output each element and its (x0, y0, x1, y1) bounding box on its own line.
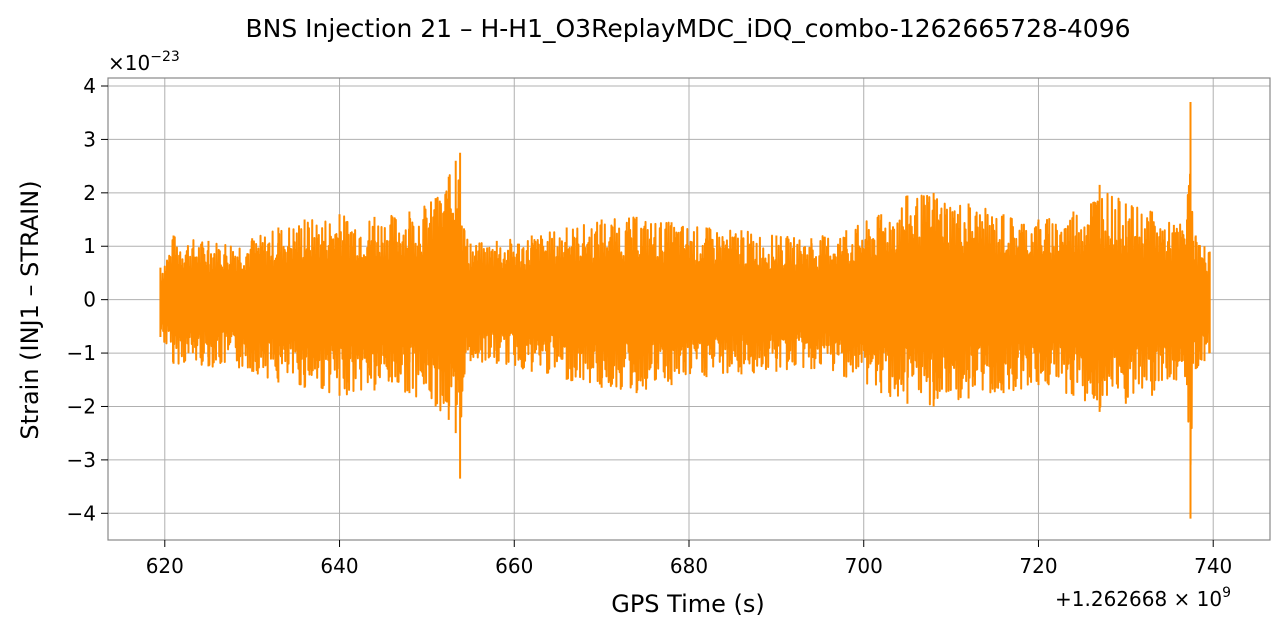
y-tick-label: 1 (83, 234, 96, 258)
y-tick-label: 3 (83, 127, 96, 151)
y-axis-title: Strain (INJ1 – STRAIN) (16, 180, 44, 439)
y-ticks: −4 −3 −2 −1 0 1 2 3 4 (67, 74, 108, 525)
x-tick-label: 660 (495, 554, 533, 578)
y-tick-label: 4 (83, 74, 96, 98)
y-multiplier-label: ×10−23 (108, 49, 180, 75)
x-ticks: 620 640 660 680 700 720 740 (146, 540, 1232, 578)
strain-series-line (159, 102, 1211, 519)
y-tick-label: −4 (67, 501, 96, 525)
x-tick-label: 640 (320, 554, 358, 578)
x-tick-label: 680 (670, 554, 708, 578)
y-tick-label: −3 (67, 448, 96, 472)
y-tick-label: −2 (67, 394, 96, 418)
x-tick-label: 740 (1194, 554, 1232, 578)
y-tick-label: 2 (83, 181, 96, 205)
x-axis-title: GPS Time (s) (611, 590, 765, 618)
x-tick-label: 620 (146, 554, 184, 578)
x-offset-label: +1.262668 × 109 (1055, 585, 1231, 611)
y-tick-label: −1 (67, 341, 96, 365)
series-group (159, 102, 1211, 519)
chart-title: BNS Injection 21 – H-H1_O3ReplayMDC_iDQ_… (245, 14, 1130, 43)
x-tick-label: 700 (845, 554, 883, 578)
x-tick-label: 720 (1019, 554, 1057, 578)
y-tick-label: 0 (83, 288, 96, 312)
